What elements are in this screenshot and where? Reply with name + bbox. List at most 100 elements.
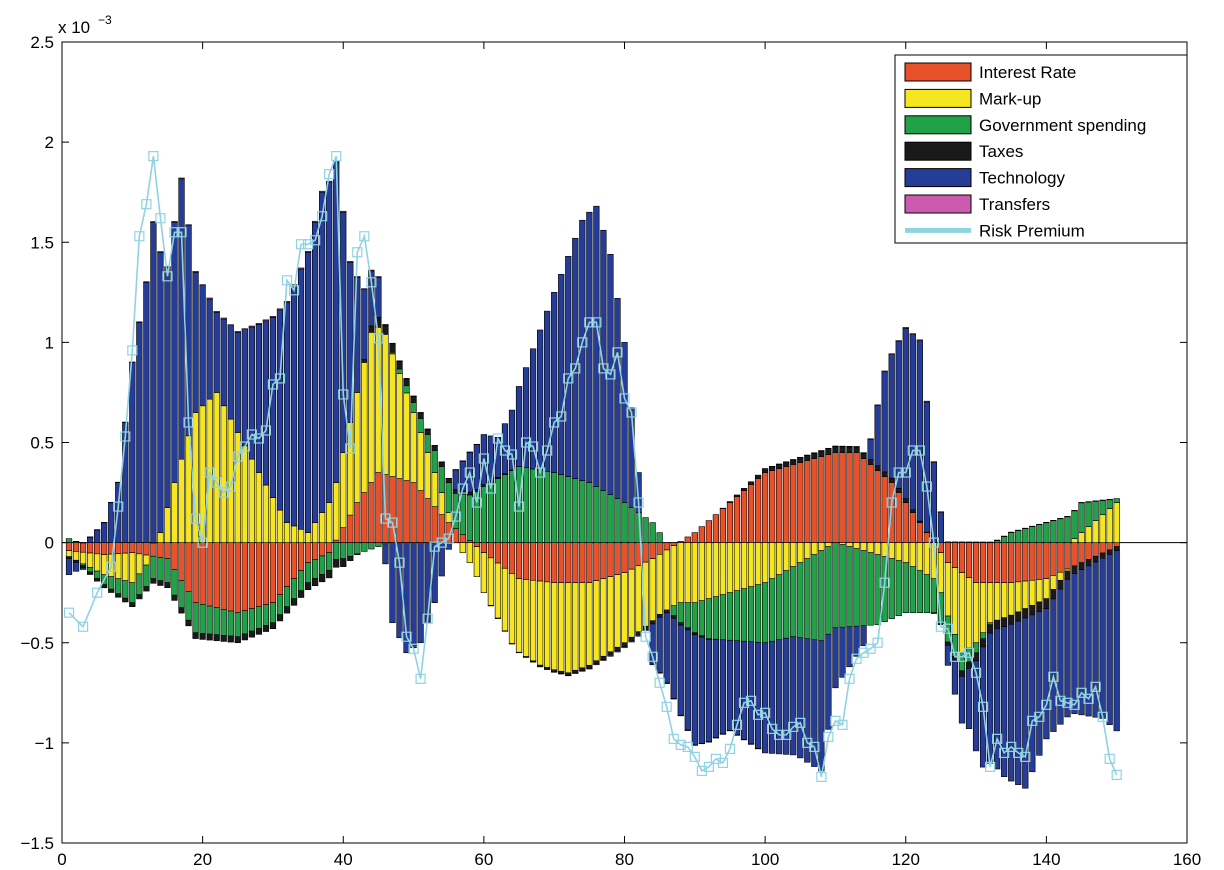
- bar-segment: [1036, 611, 1043, 756]
- bar-segment: [1106, 499, 1113, 509]
- bar-segment: [1099, 499, 1106, 515]
- bar-segment: [684, 542, 691, 604]
- bar-segment: [586, 582, 593, 666]
- bar-segment: [417, 432, 424, 491]
- bar-segment: [136, 542, 143, 555]
- bar-segment: [143, 554, 150, 566]
- bar-segment: [396, 361, 403, 370]
- bar-segment: [537, 469, 544, 543]
- bar-segment: [776, 468, 783, 543]
- bar-segment: [740, 488, 748, 491]
- risk-premium-marker: [310, 235, 321, 246]
- bar-segment: [87, 571, 94, 575]
- risk-premium-marker: [1055, 695, 1066, 706]
- bar-segment: [473, 443, 480, 490]
- bar-segment: [487, 482, 495, 543]
- bar-segment: [790, 464, 797, 543]
- bar-segment: [473, 546, 480, 577]
- bar-segment: [326, 542, 333, 553]
- bar-segment: [452, 469, 459, 471]
- bar-segment: [157, 532, 164, 543]
- bar-segment: [157, 557, 164, 581]
- bar-segment: [979, 541, 987, 543]
- bar-segment: [431, 506, 438, 543]
- bar-segment: [529, 579, 537, 662]
- bar-segment: [1043, 578, 1050, 599]
- bar-segment: [220, 317, 227, 320]
- risk-premium-marker: [619, 393, 630, 404]
- bar-segment: [825, 633, 832, 730]
- bar-segment: [494, 562, 502, 619]
- bar-segment: [733, 590, 741, 642]
- bar-segment: [290, 525, 298, 543]
- bar-segment: [656, 542, 663, 555]
- bar-segment: [494, 542, 502, 564]
- bar-segment: [290, 578, 298, 599]
- bar-segment: [368, 269, 375, 272]
- bar-segment: [375, 542, 382, 547]
- risk-premium-marker: [907, 445, 918, 456]
- bar-segment: [480, 542, 487, 553]
- bar-segment: [579, 670, 586, 672]
- risk-premium-marker: [513, 501, 525, 512]
- bar-segment: [206, 605, 213, 635]
- bar-segment: [522, 367, 530, 469]
- bar-segment: [614, 646, 621, 652]
- bar-segment: [410, 412, 417, 483]
- bar-segment: [558, 542, 565, 583]
- bar-segment: [1099, 552, 1106, 559]
- bar-segment: [684, 536, 691, 543]
- bar-segment: [283, 302, 291, 523]
- bar-segment: [143, 281, 150, 543]
- bar-segment: [740, 739, 748, 741]
- bar-segment: [178, 458, 185, 543]
- bar-segment: [178, 178, 185, 460]
- bar-segment: [656, 532, 663, 543]
- risk-premium-marker: [844, 673, 855, 684]
- bar-segment: [937, 552, 945, 593]
- bar-segment: [951, 660, 959, 695]
- bar-segment: [776, 542, 783, 575]
- bar-segment: [1064, 516, 1071, 543]
- bar-segment: [65, 542, 73, 551]
- risk-premium-marker: [450, 511, 461, 522]
- bar-segment: [544, 668, 551, 670]
- bar-segment: [354, 542, 361, 555]
- bar-segment: [171, 221, 178, 483]
- bar-segment: [895, 341, 902, 489]
- bar-segment: [726, 730, 734, 732]
- risk-premium-marker: [113, 501, 124, 512]
- risk-premium-marker: [218, 487, 229, 498]
- risk-premium-marker: [324, 169, 335, 180]
- bar-segment: [326, 181, 333, 503]
- bar-segment: [1008, 614, 1015, 625]
- bar-segment: [480, 552, 487, 593]
- bar-segment: [213, 312, 220, 393]
- bar-segment: [164, 507, 171, 543]
- bar-segment: [150, 221, 157, 543]
- bar-segment: [375, 276, 382, 278]
- risk-premium-marker: [155, 213, 166, 224]
- bar-segment: [192, 271, 199, 413]
- bar-segment: [234, 332, 241, 433]
- bar-segment: [733, 734, 741, 736]
- bar-segment: [431, 445, 438, 451]
- bar-segment: [670, 698, 677, 700]
- risk-premium-marker: [647, 651, 658, 662]
- bar-segment: [670, 615, 677, 619]
- bar-segment: [874, 465, 881, 471]
- bar-segment: [909, 566, 916, 614]
- risk-premium-marker: [1104, 753, 1115, 764]
- bar-segment: [354, 502, 361, 543]
- risk-premium-marker: [999, 747, 1010, 758]
- bar-segment: [733, 494, 741, 497]
- bar-segment: [902, 502, 909, 543]
- bar-segment: [965, 541, 973, 543]
- bar-segment: [319, 542, 326, 557]
- bar-segment: [312, 221, 319, 523]
- bar-segment: [1001, 542, 1008, 583]
- legend-label: Technology: [979, 169, 1066, 188]
- bar-segment: [804, 454, 811, 456]
- bar-segment: [1078, 502, 1085, 504]
- bar-segment: [297, 590, 305, 598]
